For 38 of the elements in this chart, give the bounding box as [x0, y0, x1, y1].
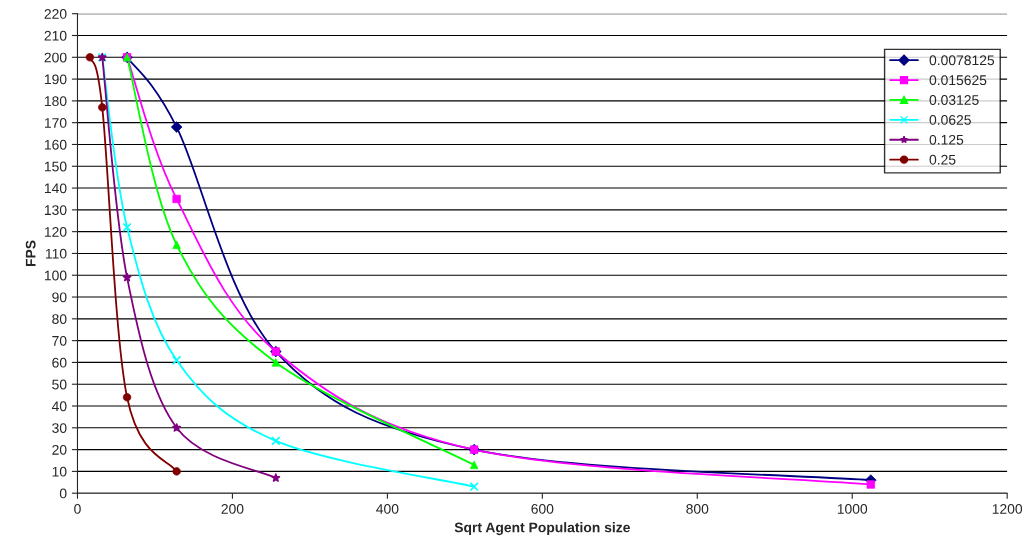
legend-label: 0.015625: [929, 75, 987, 86]
y-tick-label: 110: [45, 248, 67, 259]
y-tick-label: 40: [51, 401, 67, 412]
y-tick-label: 90: [52, 292, 67, 303]
y-tick-label: 120: [44, 226, 67, 237]
y-tick-label: 130: [44, 205, 67, 216]
y-tick-label: 10: [52, 466, 67, 477]
x-tick-label: 800: [686, 503, 709, 514]
y-tick-label: 200: [44, 52, 67, 63]
y-tick-label: 0: [59, 488, 67, 499]
x-tick-label: 400: [376, 503, 399, 514]
y-tick-label: 20: [52, 444, 67, 455]
y-tick-label: 80: [52, 314, 67, 325]
y-tick-label: 190: [44, 74, 67, 85]
x-tick-label: 200: [221, 503, 244, 514]
legend-label: 0.125: [929, 134, 964, 145]
y-tick-label: 30: [52, 423, 67, 433]
y-tick-label: 180: [44, 96, 67, 107]
x-tick-label: 1000: [837, 503, 868, 514]
y-tick-label: 100: [44, 270, 67, 281]
y-axis-title: FPS: [25, 240, 36, 267]
legend-label: 0.03125: [929, 95, 979, 105]
x-tick-label: 1200: [992, 503, 1023, 514]
y-tick-label: 160: [44, 139, 67, 150]
x-axis-title: Sqrt Agent Population size: [454, 522, 630, 536]
y-tick-label: 170: [44, 118, 67, 128]
legend-label: 0.0625: [929, 115, 971, 125]
x-tick-label: 0: [74, 503, 81, 514]
x-tick-label: 600: [531, 503, 554, 514]
y-tick-label: 220: [44, 9, 67, 19]
legend-label: 0.0078125: [929, 55, 995, 66]
y-tick-label: 150: [44, 161, 67, 172]
y-tick-label: 140: [44, 183, 67, 194]
y-tick-label: 50: [52, 379, 67, 390]
y-tick-label: 60: [52, 357, 67, 368]
y-tick-label: 210: [44, 30, 67, 41]
legend-label: 0.25: [929, 154, 956, 165]
y-tick-label: 70: [52, 335, 67, 346]
